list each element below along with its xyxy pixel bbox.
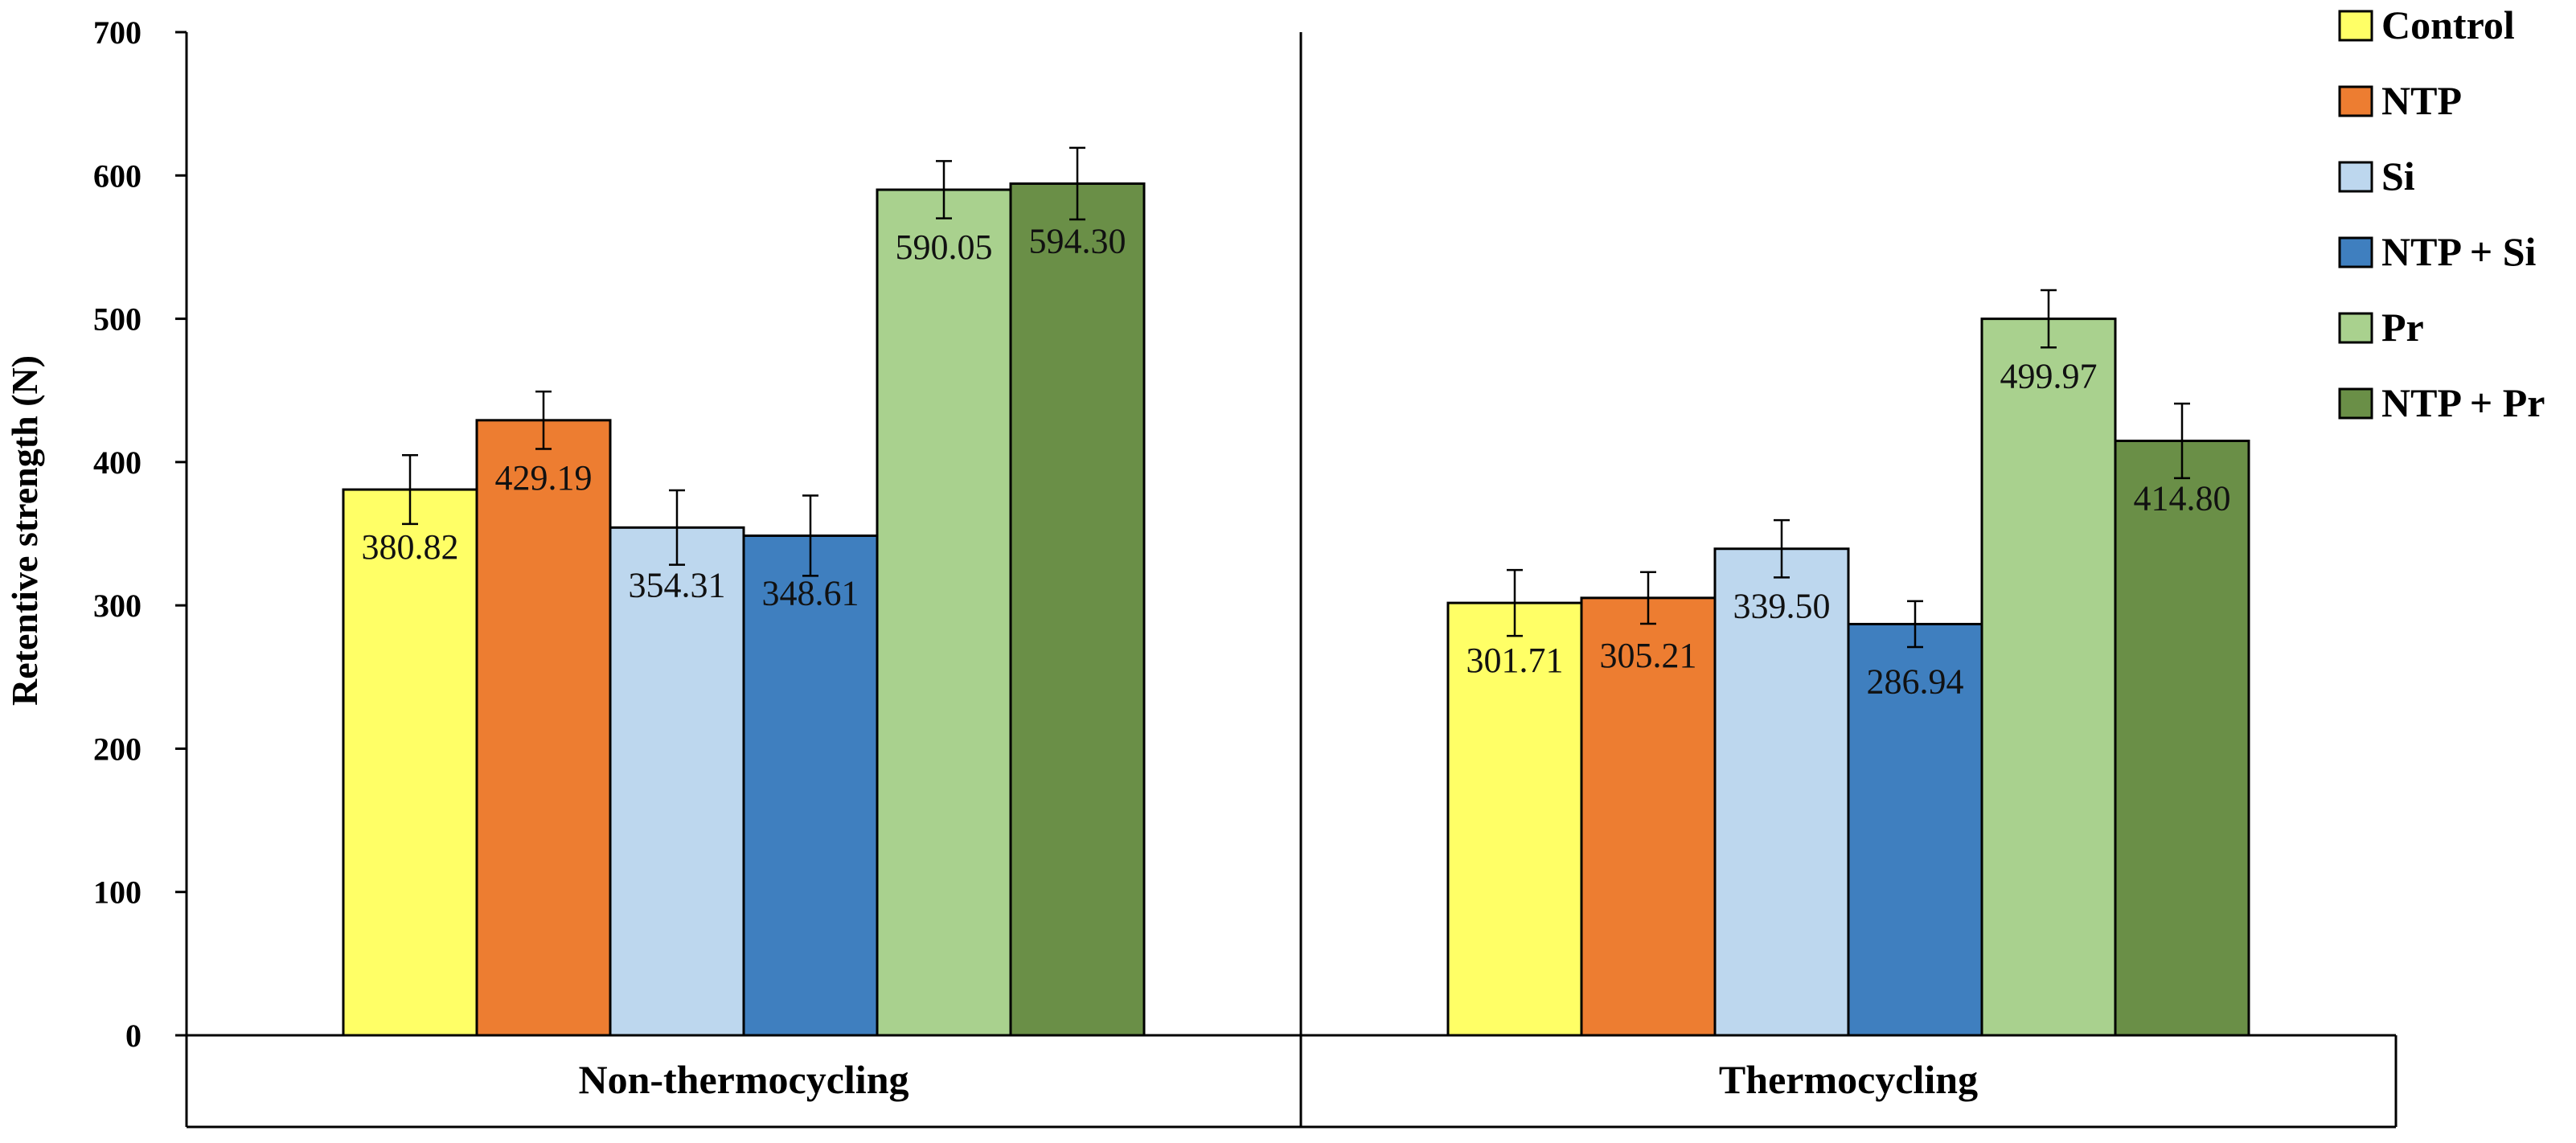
y-tick-label: 700 (93, 14, 142, 51)
y-tick-label: 600 (93, 158, 142, 194)
data-label: 305.21 (1600, 636, 1697, 675)
data-label: 499.97 (2000, 357, 2098, 396)
bar (742, 534, 879, 1037)
data-label: 414.80 (2134, 478, 2231, 518)
legend-swatch (2338, 236, 2373, 268)
y-axis-label: Retentive strength (N) (4, 355, 45, 706)
data-label: 339.50 (1733, 587, 1831, 626)
legend: Control NTP Si NTP + Si Pr NTP + Pr (2338, 2, 2545, 425)
axes: 0 100 200 300 400 500 600 700 Non-thermocycling T… (93, 14, 2398, 1129)
category-label: Thermocycling (1719, 1057, 1978, 1102)
bar (1980, 318, 2117, 1037)
y-tick-label: 400 (93, 444, 142, 481)
legend-label: Control (2381, 2, 2515, 47)
legend-swatch (2338, 312, 2373, 344)
bar (1847, 622, 1983, 1037)
legend-label: NTP + Si (2381, 229, 2537, 274)
bar (609, 526, 745, 1037)
bar (2114, 439, 2250, 1037)
bar (1713, 547, 1850, 1037)
bars: 380.82 429.19 354.31 348.61 590.05 594.30 301.… (342, 146, 2250, 1037)
legend-label: NTP (2381, 78, 2462, 123)
y-tick-label: 500 (93, 301, 142, 338)
legend-swatch (2338, 161, 2373, 193)
data-label: 594.30 (1029, 221, 1126, 260)
legend-swatch (2338, 85, 2373, 117)
data-label: 429.19 (495, 458, 593, 498)
y-tick-label: 300 (93, 588, 142, 624)
data-label: 348.61 (762, 573, 859, 612)
bar (342, 488, 478, 1037)
y-tick-label: 0 (125, 1018, 142, 1054)
legend-label: NTP + Pr (2381, 380, 2545, 425)
y-tick-label: 200 (93, 731, 142, 767)
legend-swatch (2338, 387, 2373, 420)
data-label: 286.94 (1867, 662, 1964, 701)
data-label: 590.05 (896, 227, 993, 267)
legend-label: Pr (2381, 305, 2424, 350)
bar (1009, 182, 1146, 1037)
bar (1580, 596, 1717, 1037)
bar (475, 419, 612, 1037)
legend-swatch (2338, 10, 2373, 42)
data-label: 301.71 (1466, 641, 1564, 680)
y-tick-label: 100 (93, 875, 142, 911)
bar (876, 188, 1012, 1037)
data-label: 354.31 (629, 565, 726, 604)
legend-label: Si (2381, 154, 2415, 199)
category-label: Non-thermocycling (578, 1057, 909, 1102)
bar (1446, 601, 1583, 1037)
data-label: 380.82 (362, 527, 459, 567)
